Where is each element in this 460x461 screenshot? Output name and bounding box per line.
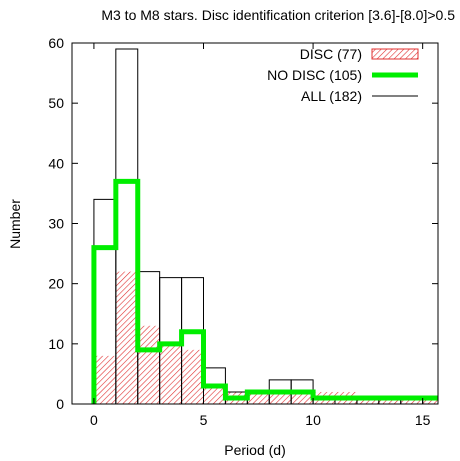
series-no-disc bbox=[91, 178, 438, 404]
disc-bar bbox=[115, 271, 138, 404]
x-axis-label: Period (d) bbox=[224, 442, 285, 458]
series-disc bbox=[93, 271, 438, 404]
legend: DISC (77) NO DISC (105) ALL (182) bbox=[267, 46, 419, 104]
legend-label: NO DISC (105) bbox=[267, 67, 362, 83]
y-tick-label: 50 bbox=[48, 95, 64, 111]
disc-bar bbox=[247, 391, 270, 404]
x-axis: 0 5 10 15 bbox=[90, 43, 431, 428]
disc-bar bbox=[291, 391, 314, 404]
disc-bar bbox=[93, 355, 116, 404]
x-tick-label: 0 bbox=[90, 412, 98, 428]
disc-bar bbox=[269, 391, 292, 404]
disc-bar bbox=[203, 385, 226, 404]
x-tick-label: 15 bbox=[415, 412, 431, 428]
series-layer bbox=[91, 48, 438, 404]
x-tick-label: 5 bbox=[200, 412, 208, 428]
y-tick-label: 0 bbox=[56, 396, 64, 412]
y-tick-label: 40 bbox=[48, 155, 64, 171]
legend-label: DISC (77) bbox=[300, 46, 362, 62]
disc-bar bbox=[400, 397, 423, 404]
disc-bar bbox=[378, 397, 401, 404]
disc-bar bbox=[422, 397, 438, 404]
y-tick-label: 10 bbox=[48, 336, 64, 352]
disc-bar bbox=[356, 397, 379, 404]
y-tick-label: 30 bbox=[48, 216, 64, 232]
legend-label: ALL (182) bbox=[301, 88, 362, 104]
y-tick-label: 60 bbox=[48, 35, 64, 51]
disc-bar bbox=[137, 325, 160, 404]
disc-bar bbox=[159, 343, 182, 404]
x-tick-label: 10 bbox=[305, 412, 321, 428]
y-axis-label: Number bbox=[7, 199, 23, 249]
legend-swatch-disc bbox=[371, 48, 419, 60]
disc-bar bbox=[181, 349, 204, 404]
chart-title: M3 to M8 stars. Disc identification crit… bbox=[101, 7, 455, 23]
y-axis: 0 10 20 30 40 50 60 bbox=[48, 35, 438, 412]
y-tick-label: 20 bbox=[48, 276, 64, 292]
